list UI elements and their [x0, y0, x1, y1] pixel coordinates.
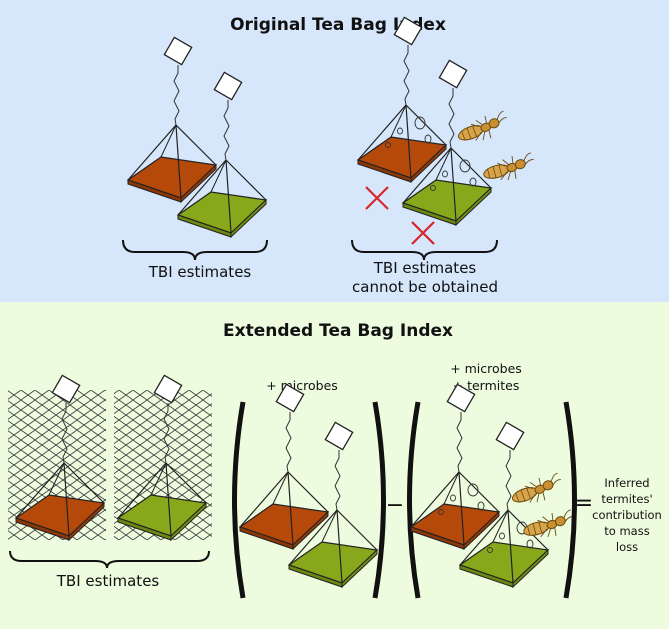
term2-label-line2: + termites [453, 378, 520, 393]
brace-icon [122, 239, 268, 261]
bottom-left-label: TBI estimates [56, 572, 160, 590]
result-line2: termites' [601, 492, 652, 506]
equals-sign: = [575, 491, 593, 516]
top-right-label-line1: TBI estimates [373, 259, 477, 277]
minus-sign: − [386, 493, 404, 518]
result-line5: loss [616, 540, 638, 554]
brace-icon [351, 239, 498, 261]
result-line1: Inferred [604, 476, 649, 490]
parenthesis-icon [232, 401, 246, 599]
parenthesis-icon [407, 401, 421, 599]
top-panel-background [0, 0, 669, 302]
brace-icon [9, 550, 210, 569]
result-line3: contribution [592, 508, 662, 522]
parenthesis-icon [372, 401, 386, 599]
result-line4: to mass [604, 524, 649, 538]
top-panel-title: Original Tea Bag Index [230, 15, 446, 35]
parenthesis-icon [563, 401, 577, 599]
term2-label-line1: + microbes [450, 361, 522, 376]
bottom-panel-title: Extended Tea Bag Index [223, 321, 453, 341]
top-left-label: TBI estimates [148, 263, 252, 281]
term1-label: + microbes [266, 378, 338, 393]
top-right-label-line2: cannot be obtained [352, 278, 498, 296]
